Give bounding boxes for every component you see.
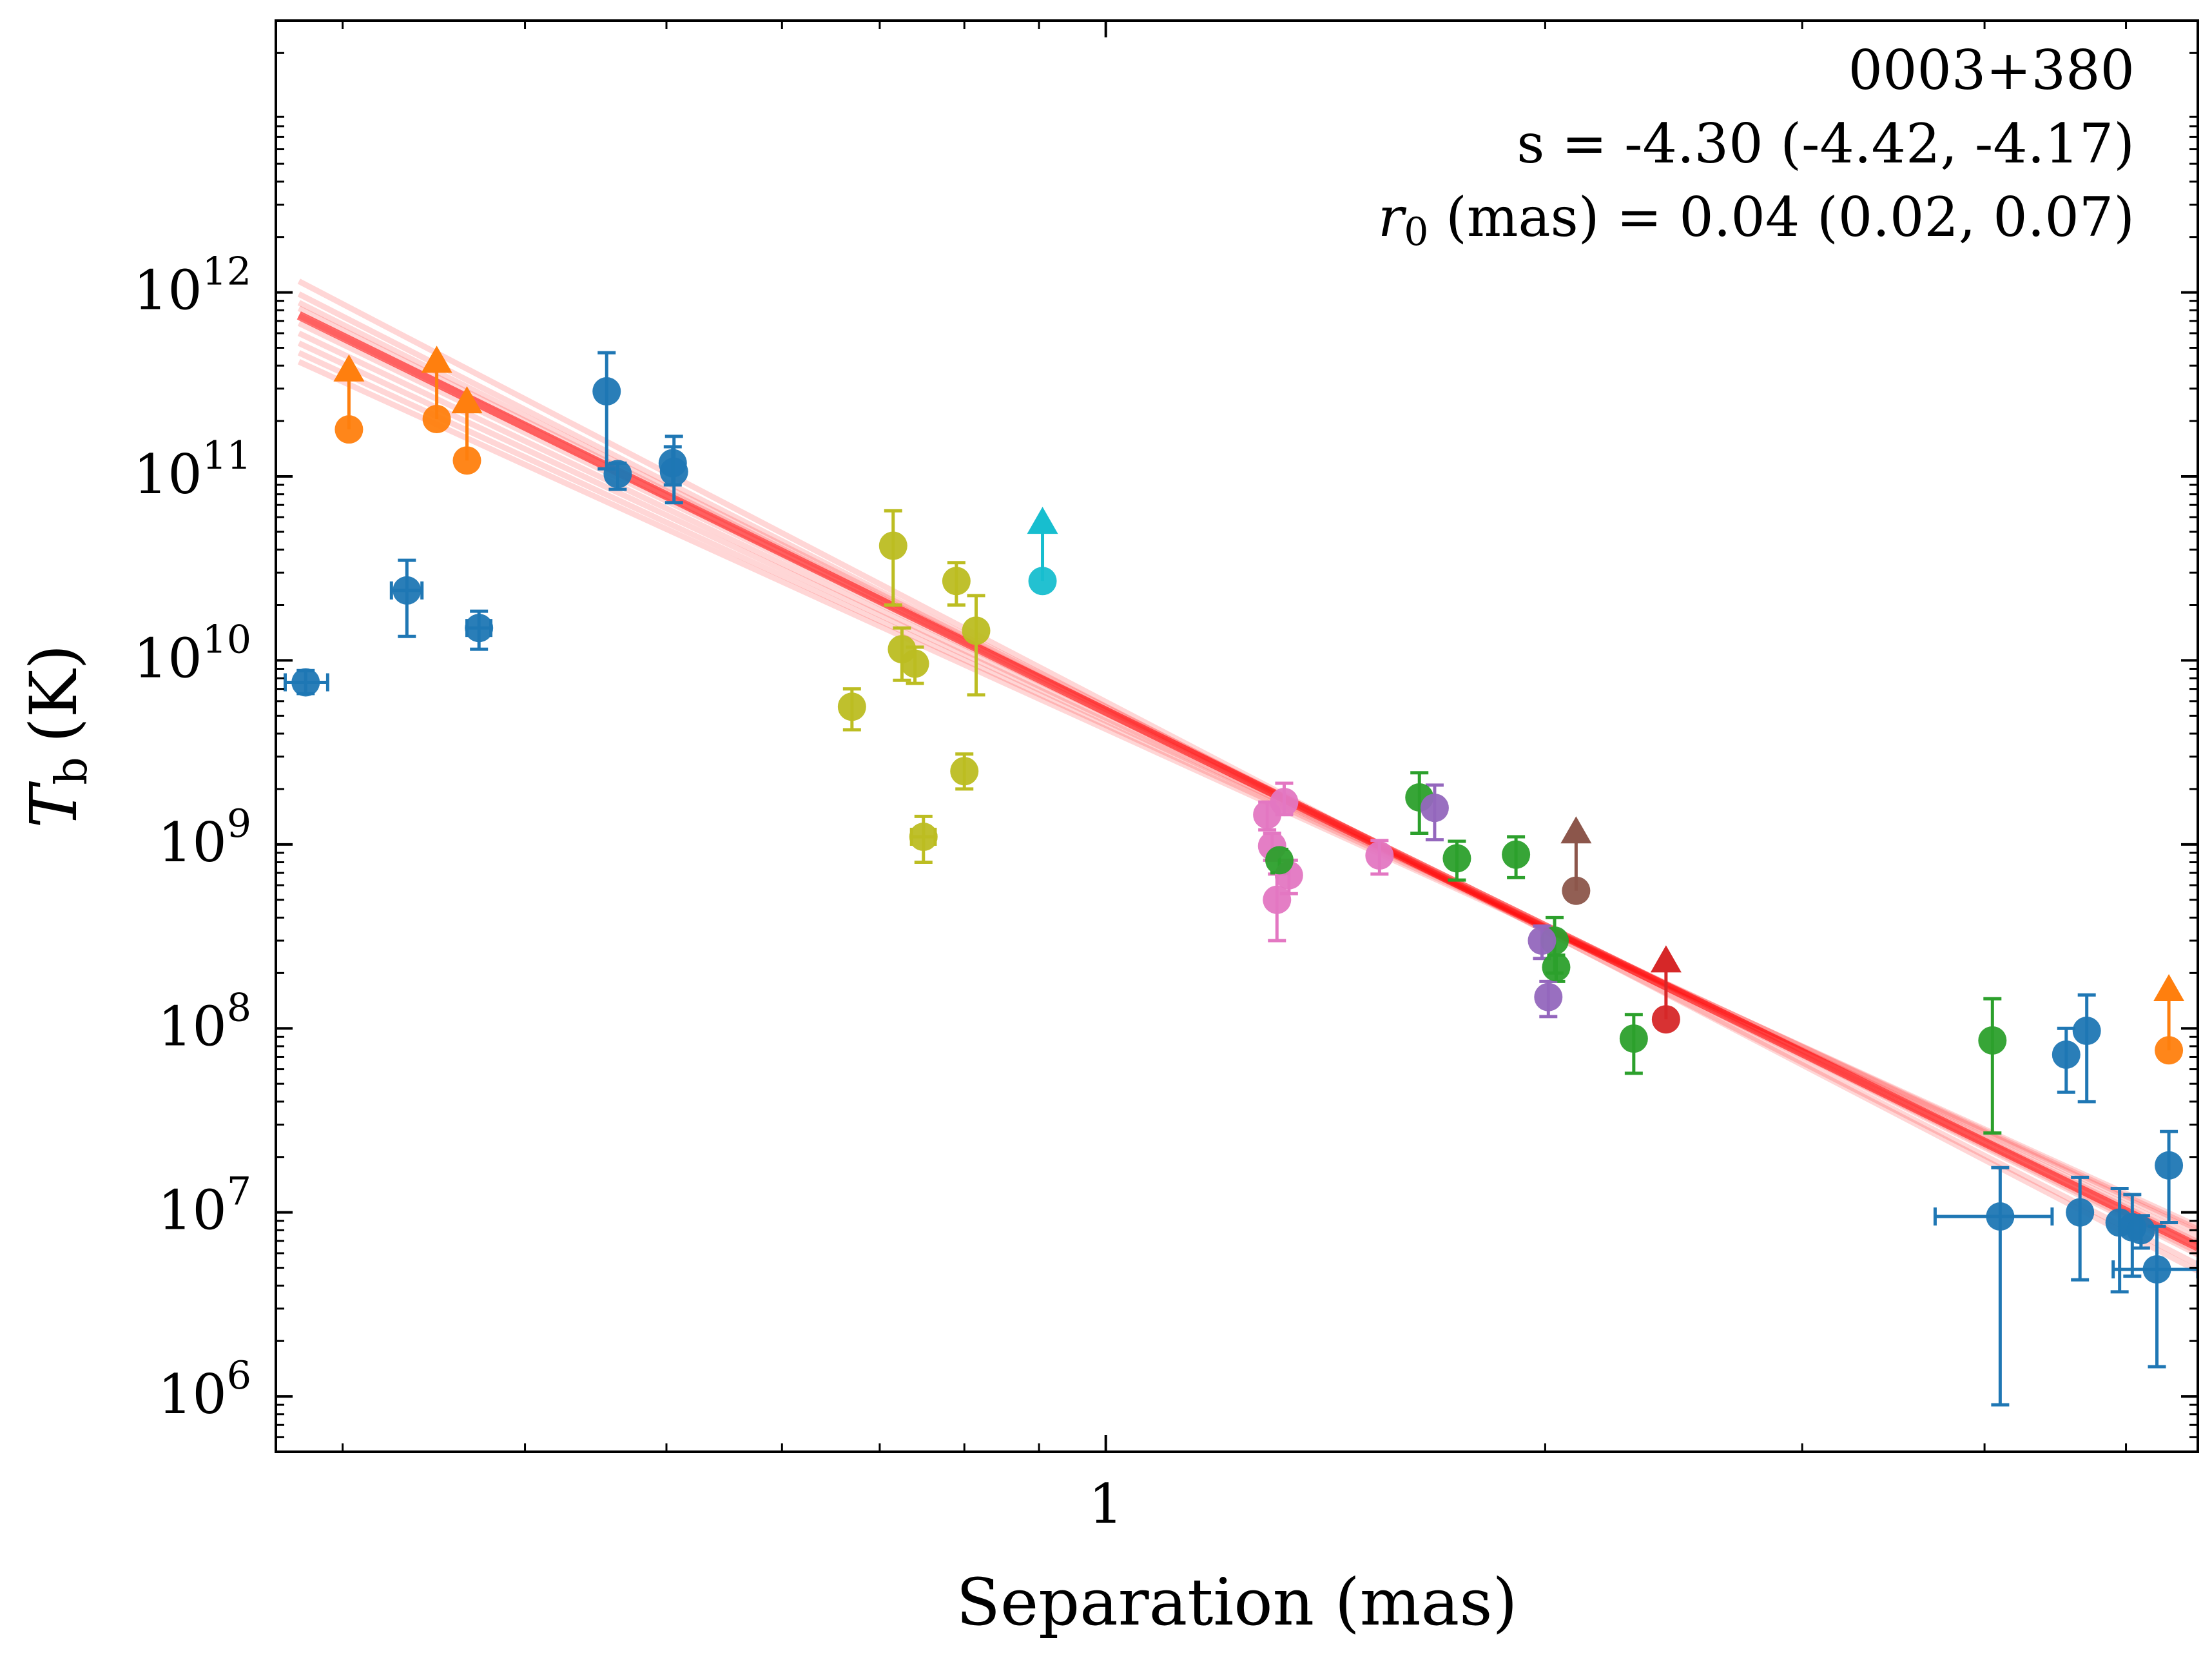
lower-limit-arrow bbox=[1560, 816, 1592, 844]
data-point-purple bbox=[1420, 794, 1449, 823]
data-point-blue bbox=[1986, 1202, 2015, 1231]
fit-line bbox=[297, 350, 2198, 1232]
lower-limit-arrow bbox=[1650, 945, 1682, 973]
fit-line bbox=[297, 340, 2198, 1235]
data-point-blue bbox=[2142, 1255, 2171, 1284]
y-tick-label: 107 bbox=[158, 1169, 251, 1242]
data-point-pink bbox=[1365, 841, 1394, 870]
x-tick-label: 1 bbox=[1089, 1472, 1123, 1536]
data-point-orange bbox=[335, 415, 364, 444]
lower-limit-arrow bbox=[421, 346, 452, 373]
data-point-pink bbox=[1270, 788, 1299, 817]
data-point-green bbox=[1502, 840, 1531, 869]
data-point-olive bbox=[942, 567, 971, 596]
data-point-orange bbox=[452, 446, 481, 475]
data-point-blue bbox=[2066, 1198, 2095, 1227]
lower-limit-arrow bbox=[333, 354, 365, 382]
data-point-blue bbox=[659, 457, 688, 486]
data-point-green bbox=[1542, 953, 1571, 982]
r0-symbol: r bbox=[1378, 186, 1407, 249]
data-point-olive bbox=[878, 531, 907, 560]
data-point-orange bbox=[2155, 1036, 2184, 1065]
y-tick-label: 109 bbox=[158, 801, 251, 874]
y-tick-label: 1012 bbox=[133, 249, 251, 322]
data-point-blue bbox=[592, 377, 621, 406]
r0-subscript: 0 bbox=[1404, 210, 1428, 255]
y-axis-symbol: T bbox=[16, 781, 92, 828]
tick-labels: 106 107 108 109 1010 1011 1012 1 bbox=[133, 249, 1123, 1536]
data-point-red bbox=[1651, 1005, 1680, 1034]
y-tick-label: 1010 bbox=[133, 617, 251, 690]
data-point-purple bbox=[1528, 926, 1557, 955]
annotation-r0: r0 (mas) = 0.04 (0.02, 0.07) bbox=[1378, 186, 2135, 255]
data-point-olive bbox=[909, 823, 938, 852]
data-point-brown bbox=[1562, 876, 1591, 905]
data-point-purple bbox=[1534, 982, 1563, 1011]
data-point-pink bbox=[1263, 885, 1292, 914]
data-point-blue bbox=[465, 614, 494, 643]
data-point-olive bbox=[962, 616, 991, 645]
svg-text:Tb(K): Tb (K) bbox=[16, 645, 97, 828]
data-point-blue bbox=[2072, 1017, 2101, 1046]
data-point-olive bbox=[900, 649, 929, 678]
data-points bbox=[291, 346, 2185, 1284]
lower-limit-arrow bbox=[2153, 973, 2185, 1001]
r0-text: (mas) = 0.04 (0.02, 0.07) bbox=[1428, 186, 2135, 249]
y-axis-unit: (K) bbox=[16, 645, 92, 743]
data-point-blue bbox=[603, 460, 632, 489]
y-tick-label: 1011 bbox=[133, 433, 251, 506]
axis-ticks bbox=[276, 21, 2198, 1452]
plot-frame bbox=[275, 19, 2199, 1453]
lower-limit-arrow bbox=[1027, 507, 1058, 534]
annotation-source: 0003+380 bbox=[1848, 39, 2135, 102]
data-point-green bbox=[1442, 844, 1471, 873]
data-point-blue bbox=[2052, 1040, 2081, 1069]
data-point-green bbox=[1265, 846, 1294, 875]
data-point-orange bbox=[422, 405, 451, 434]
fit-line bbox=[297, 359, 2198, 1229]
data-point-green bbox=[1619, 1024, 1648, 1053]
lower-limit-arrow bbox=[451, 386, 483, 414]
y-tick-label: 108 bbox=[158, 985, 251, 1058]
y-axis-subscript: b bbox=[46, 757, 97, 785]
data-point-green bbox=[1978, 1026, 2007, 1055]
data-point-blue bbox=[291, 668, 320, 697]
y-tick-label: 106 bbox=[158, 1353, 251, 1426]
annotation-slope: s = -4.30 (-4.42, -4.17) bbox=[1517, 112, 2135, 175]
data-point-cyan bbox=[1028, 567, 1057, 596]
x-axis-title: Separation (mas) bbox=[956, 1565, 1517, 1640]
data-point-blue bbox=[393, 576, 422, 605]
y-axis-title: Tb (K) bbox=[16, 645, 97, 828]
data-point-blue bbox=[2126, 1216, 2155, 1245]
data-point-olive bbox=[837, 692, 866, 721]
data-point-blue bbox=[2155, 1151, 2184, 1180]
plot-background bbox=[276, 21, 2198, 1452]
data-point-olive bbox=[950, 757, 979, 786]
